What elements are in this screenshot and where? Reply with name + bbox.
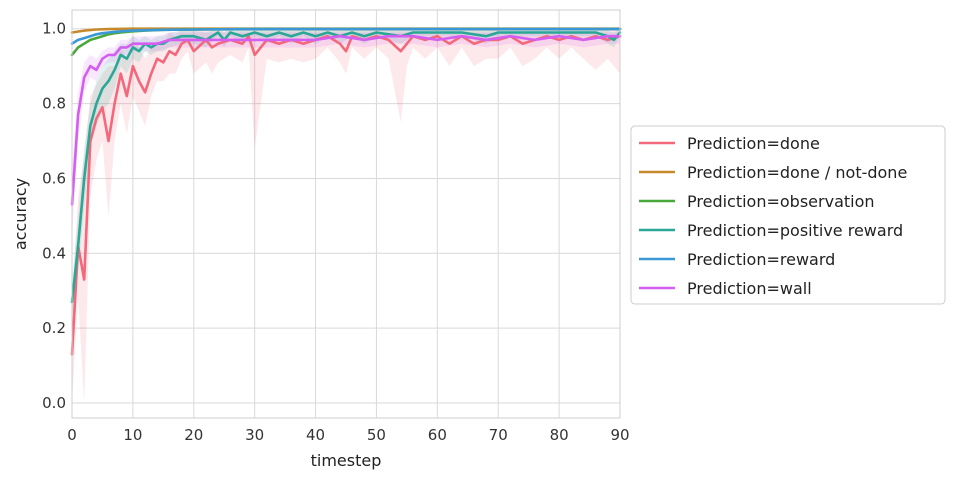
x-axis-ticks: 0 10 20 30 40 50 60 70 80 90 [67,426,629,444]
plot-background [72,10,620,418]
series-lines [70,27,622,356]
x-tick-label: 20 [184,426,203,444]
y-tick-label: 0.0 [42,394,66,412]
series-line [70,34,622,356]
series-line [70,27,622,46]
legend-label: Prediction=reward [687,250,835,269]
legend-label: Prediction=observation [687,192,875,211]
legend-label: Prediction=positive reward [687,221,903,240]
confidence-band [72,28,620,403]
y-tick-label: 0.4 [42,244,66,262]
x-tick-label: 40 [306,426,325,444]
series-line [70,31,622,304]
x-axis-label: timestep [311,451,382,470]
plot-area [72,10,620,418]
x-tick-label: 80 [550,426,569,444]
legend-label: Prediction=done [687,134,820,153]
legend-label: Prediction=wall [687,279,812,298]
x-tick-label: 10 [123,426,142,444]
y-tick-label: 0.6 [42,169,66,187]
confidence-band [72,32,620,235]
plot-frame [71,9,621,419]
y-axis-ticks: 0.0 0.2 0.4 0.6 0.8 1.0 [42,20,66,412]
legend: Prediction=done Prediction=done / not-don… [630,125,946,305]
x-tick-label: 90 [610,426,629,444]
legend-label: Prediction=done / not-done [687,163,907,182]
x-tick-label: 60 [428,426,447,444]
series-line [70,34,622,206]
x-tick-label: 50 [367,426,386,444]
y-tick-label: 1.0 [42,20,66,38]
x-tick-label: 70 [489,426,508,444]
y-axis-label: accuracy [11,178,30,250]
plot-border [71,9,621,419]
y-tick-label: 0.8 [42,95,66,113]
y-tick-label: 0.2 [42,319,66,337]
x-tick-label: 30 [245,426,264,444]
x-tick-label: 0 [67,426,77,444]
legend-box [630,125,946,305]
